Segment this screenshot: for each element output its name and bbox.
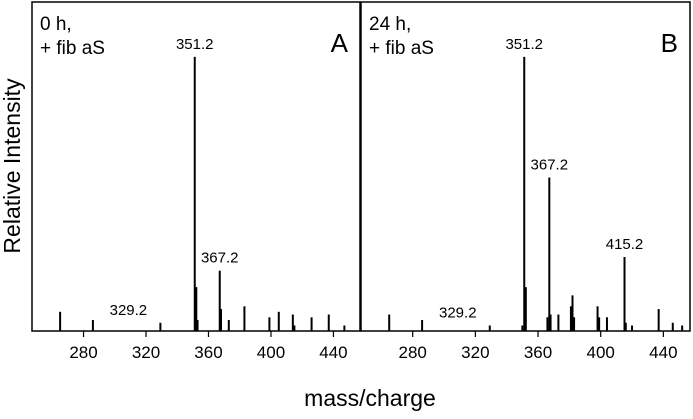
x-tick-label: 400 bbox=[587, 343, 615, 362]
y-axis-label: Relative Intensity bbox=[0, 78, 25, 254]
x-tick-label: 400 bbox=[257, 343, 285, 362]
panel-label: B bbox=[661, 28, 678, 58]
peak-label: 351.2 bbox=[505, 36, 543, 53]
x-tick-label: 440 bbox=[319, 343, 347, 362]
peak-label: 329.2 bbox=[439, 305, 477, 322]
x-tick-label: 360 bbox=[524, 343, 552, 362]
condition-label: 0 h, bbox=[40, 14, 72, 35]
x-tick-label: 280 bbox=[69, 343, 97, 362]
condition-label: + fib aS bbox=[369, 38, 434, 59]
x-tick-label: 320 bbox=[461, 343, 489, 362]
peak-label: 415.2 bbox=[606, 236, 644, 253]
x-axis-label: mass/charge bbox=[304, 385, 436, 411]
condition-label: 24 h, bbox=[369, 14, 411, 35]
x-tick-label: 280 bbox=[399, 343, 427, 362]
peak-label: 367.2 bbox=[201, 250, 239, 267]
peak-label: 329.2 bbox=[110, 302, 148, 319]
peak-label: 351.2 bbox=[176, 36, 214, 53]
peak-label: 367.2 bbox=[531, 156, 569, 173]
x-tick-label: 440 bbox=[649, 343, 677, 362]
panel-label: A bbox=[331, 28, 349, 58]
x-tick-label: 320 bbox=[132, 343, 160, 362]
condition-label: + fib aS bbox=[40, 38, 105, 59]
x-tick-label: 360 bbox=[194, 343, 222, 362]
